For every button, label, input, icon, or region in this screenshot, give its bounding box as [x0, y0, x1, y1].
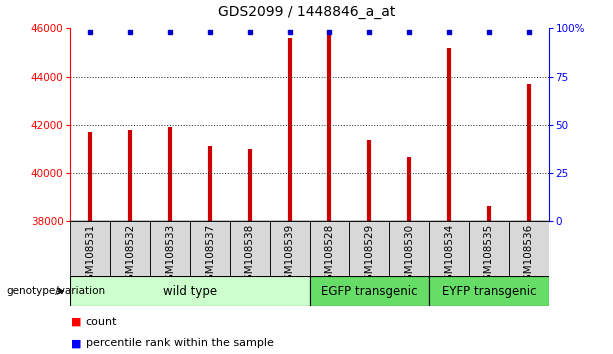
Text: GSM108529: GSM108529: [364, 224, 375, 287]
Text: GSM108536: GSM108536: [524, 224, 534, 287]
Text: GSM108534: GSM108534: [444, 224, 454, 287]
Text: GSM108532: GSM108532: [125, 224, 135, 287]
Text: EYFP transgenic: EYFP transgenic: [441, 285, 536, 298]
Text: GSM108530: GSM108530: [404, 224, 414, 287]
Bar: [310, 276, 429, 306]
Text: wild type: wild type: [163, 285, 217, 298]
Bar: [389, 221, 429, 276]
Bar: [190, 221, 230, 276]
Text: GSM108531: GSM108531: [85, 224, 96, 287]
Bar: [110, 221, 150, 276]
Text: GSM108538: GSM108538: [245, 224, 255, 287]
Bar: [429, 221, 469, 276]
Text: genotype/variation: genotype/variation: [6, 286, 105, 296]
Text: GSM108537: GSM108537: [205, 224, 215, 287]
Bar: [70, 276, 310, 306]
Text: count: count: [86, 317, 117, 327]
Text: EGFP transgenic: EGFP transgenic: [321, 285, 417, 298]
Bar: [230, 221, 270, 276]
Text: ■: ■: [70, 338, 81, 348]
Bar: [509, 221, 549, 276]
Text: percentile rank within the sample: percentile rank within the sample: [86, 338, 273, 348]
Bar: [469, 221, 509, 276]
Text: GSM108528: GSM108528: [324, 224, 335, 287]
Text: GSM108539: GSM108539: [284, 224, 295, 287]
Text: GSM108533: GSM108533: [165, 224, 175, 287]
Bar: [349, 221, 389, 276]
Text: ■: ■: [70, 317, 81, 327]
Bar: [270, 221, 310, 276]
Text: GDS2099 / 1448846_a_at: GDS2099 / 1448846_a_at: [218, 5, 395, 19]
Bar: [310, 221, 349, 276]
Bar: [150, 221, 190, 276]
Bar: [429, 276, 549, 306]
Bar: [70, 221, 110, 276]
Text: GSM108535: GSM108535: [484, 224, 494, 287]
